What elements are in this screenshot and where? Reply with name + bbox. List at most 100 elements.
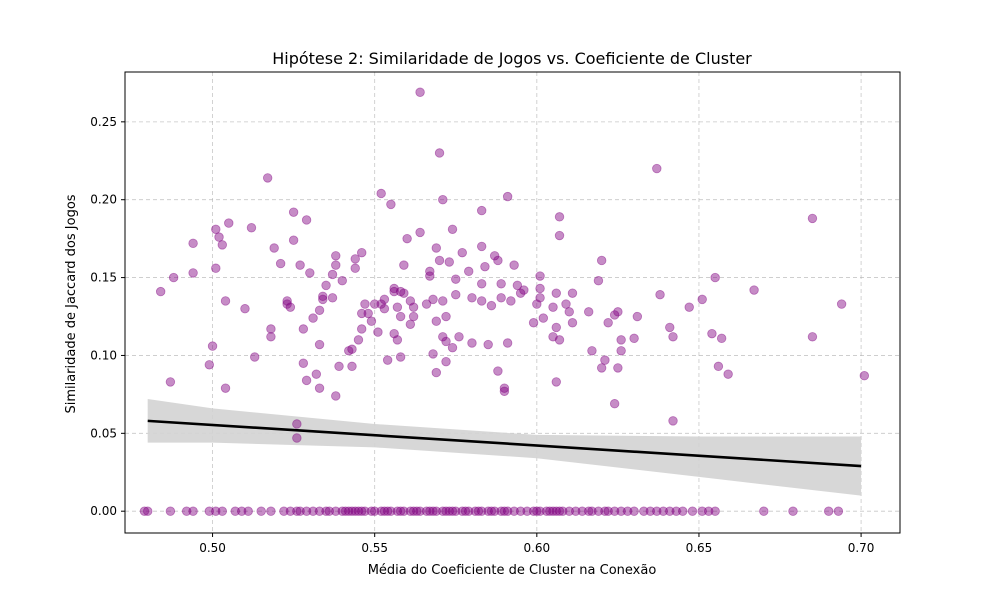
scatter-point: [587, 506, 597, 516]
scatter-point: [541, 506, 552, 516]
scatter-point: [386, 199, 396, 210]
scatter-point: [509, 260, 519, 270]
scatter-point: [382, 506, 393, 516]
scatter-point: [457, 506, 467, 516]
scatter-point: [476, 241, 487, 252]
scatter-point: [279, 506, 289, 516]
scatter-point: [554, 335, 565, 345]
scatter-point: [230, 506, 240, 516]
scatter-point: [421, 299, 432, 309]
scatter-point: [438, 296, 448, 306]
scatter-point: [480, 261, 490, 272]
scatter-point: [285, 506, 296, 516]
scatter-point: [314, 305, 325, 315]
scatter-point: [584, 506, 594, 516]
scatter-point: [389, 283, 399, 294]
scatter-point: [493, 366, 503, 376]
scatter-point: [473, 506, 484, 516]
scatter-point: [548, 506, 558, 516]
scatter-point: [266, 332, 276, 342]
scatter-point: [408, 302, 419, 312]
scatter-point: [645, 506, 656, 516]
scatter-point: [217, 506, 227, 516]
scatter-point: [142, 506, 153, 516]
scatter-point: [331, 260, 341, 270]
y-tick-label: 0.05: [90, 426, 117, 440]
scatter-point: [275, 258, 286, 269]
scatter-point: [220, 296, 231, 306]
scatter-point: [558, 506, 568, 516]
scatter-point: [379, 304, 390, 314]
scatter-point: [376, 299, 386, 309]
scatter-point: [324, 506, 334, 516]
scatter-point: [545, 506, 555, 516]
scatter-point: [262, 173, 273, 183]
scatter-point: [528, 506, 539, 516]
scatter-point: [593, 506, 604, 516]
scatter-point: [438, 332, 448, 342]
scatter-point: [344, 506, 354, 516]
scatter-point: [331, 251, 341, 261]
scatter-point: [554, 230, 565, 241]
scatter-point: [616, 335, 626, 345]
scatter-point: [295, 260, 305, 270]
scatter-point: [476, 296, 487, 306]
y-tick-label: 0.20: [90, 193, 117, 207]
scatter-point: [629, 333, 639, 344]
scatter-point: [616, 346, 626, 356]
scatter-point: [327, 269, 338, 280]
scatter-point: [609, 506, 620, 516]
scatter-point: [301, 375, 312, 386]
scatter-point: [564, 307, 574, 317]
scatter-point: [613, 307, 623, 317]
regression-line-layer: [147, 419, 862, 468]
scatter-point: [441, 336, 451, 347]
x-tick-label: 0.55: [361, 541, 388, 555]
scatter-point: [551, 377, 561, 387]
scatter-point: [613, 363, 623, 373]
scatter-point: [395, 311, 406, 322]
scatter-point: [548, 302, 558, 312]
scatter-point: [502, 191, 513, 202]
scatter-point: [308, 313, 318, 323]
x-tick-label: 0.70: [848, 541, 875, 555]
scatter-point: [318, 294, 328, 305]
scatter-point: [668, 416, 678, 426]
scatter-point: [483, 339, 493, 350]
scatter-point: [512, 280, 523, 291]
scatter-point: [347, 361, 357, 372]
scatter-point: [298, 358, 309, 368]
scatter-point: [609, 399, 620, 409]
scatter-point: [519, 285, 529, 295]
scatter-point: [314, 506, 325, 516]
scatter-point: [155, 286, 166, 297]
scatter-point: [353, 335, 364, 345]
scatter-point: [188, 238, 198, 249]
scatter-point: [415, 506, 425, 516]
scatter-point: [412, 506, 422, 516]
scatter-point: [360, 299, 370, 309]
scatter-point: [266, 324, 276, 334]
scatter-point: [836, 299, 847, 309]
scatter-point: [376, 188, 386, 199]
scatter-point: [214, 232, 224, 242]
scatter-point: [451, 506, 461, 516]
scatter-point: [395, 506, 406, 516]
scatter-point: [392, 302, 403, 312]
y-tick-label: 0.10: [90, 348, 117, 362]
scatter-point: [532, 299, 542, 309]
scatter-point: [425, 266, 435, 277]
scatter-point: [181, 506, 192, 516]
scatter-point: [616, 506, 626, 516]
scatter-point: [506, 296, 516, 306]
scatter-point: [217, 240, 227, 250]
scatter-point: [431, 367, 441, 378]
scatter-point: [749, 285, 759, 295]
scatter-point: [528, 318, 539, 328]
scatter-point: [211, 263, 221, 273]
scatter-point: [652, 506, 662, 516]
y-tick-label: 0.00: [90, 504, 117, 518]
scatter-point: [668, 332, 678, 342]
scatter-point: [399, 506, 409, 516]
